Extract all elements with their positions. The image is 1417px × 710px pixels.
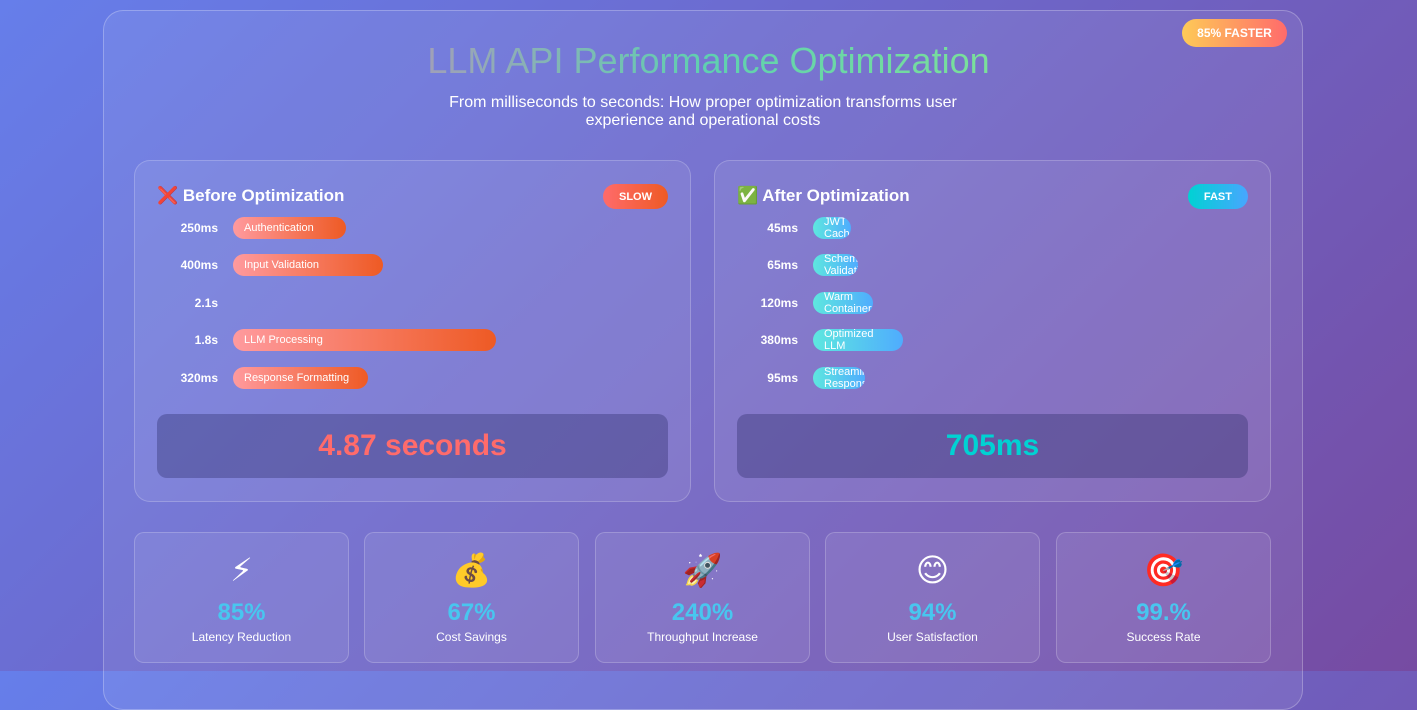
- metric-icon: 💰: [451, 551, 492, 589]
- metric-card: 💰 67% Cost Savings: [364, 532, 579, 663]
- metric-card: ⚡ 85% Latency Reduction: [134, 532, 349, 663]
- metric-label: Success Rate: [1126, 630, 1201, 644]
- timing-row: 95ms Streaming Response: [715, 367, 1270, 389]
- timing-bar: JWT Cache: [813, 217, 851, 239]
- total-time: 705ms: [737, 414, 1248, 478]
- timing-bar: Warm Container: [813, 292, 873, 314]
- subtitle: From milliseconds to seconds: How proper…: [449, 94, 957, 129]
- panel-title: ✅ After Optimization: [737, 186, 910, 205]
- timing-bar: Schema Validation: [813, 254, 858, 276]
- metric-value: 85%: [217, 599, 266, 626]
- timing-row: 320ms Response Formatting: [135, 367, 690, 389]
- timing-value: 320ms: [180, 371, 218, 385]
- metric-icon: 🚀: [682, 551, 723, 589]
- metric-icon: ⚡: [230, 551, 253, 589]
- timing-value: 120ms: [760, 296, 798, 310]
- metric-icon: 😊: [915, 551, 950, 589]
- timing-row: 380ms Optimized LLM: [715, 329, 1270, 351]
- timing-bar: Authentication: [233, 217, 346, 239]
- title-text: LLM API Performance Optimization: [427, 40, 990, 81]
- timing-row: 120ms Warm Container: [715, 292, 1270, 314]
- timing-row: 250ms Authentication: [135, 217, 690, 239]
- timing-value: 2.1s: [194, 296, 218, 310]
- timing-value: 65ms: [767, 258, 798, 272]
- metric-card: 🚀 240% Throughput Increase: [595, 532, 810, 663]
- timing-value: 45ms: [767, 221, 798, 235]
- container: [103, 10, 1303, 710]
- timing-value: 380ms: [760, 333, 798, 347]
- metric-label: Cost Savings: [436, 630, 507, 644]
- metric-label: Throughput Increase: [647, 630, 758, 644]
- panel: ❌ Before Optimization SLOW 250ms Authentica…: [134, 160, 691, 502]
- timing-row: 400ms Input Validation: [135, 254, 690, 276]
- timing-value: 95ms: [767, 371, 798, 385]
- timing-bar: Optimized LLM: [813, 329, 903, 351]
- speed-tag: SLOW: [603, 184, 668, 209]
- metric-card: 🎯 99.% Success Rate: [1056, 532, 1271, 663]
- metric-value: 240%: [671, 599, 734, 626]
- timing-row: 65ms Schema Validation: [715, 254, 1270, 276]
- timing-row: 2.1s: [135, 292, 690, 314]
- timing-value: 1.8s: [194, 333, 218, 347]
- metric-label: Latency Reduction: [191, 630, 292, 644]
- panel: ✅ After Optimization FAST 45ms JWT Cache 65m…: [714, 160, 1271, 502]
- metric-label: User Satisfaction: [887, 630, 978, 644]
- timing-row: 1.8s LLM Processing: [135, 329, 690, 351]
- timing-bar: Streaming Response: [813, 367, 865, 389]
- timing-bar: Input Validation: [233, 254, 383, 276]
- metric-card: 😊 94% User Satisfaction: [825, 532, 1040, 663]
- metric-value: 99.%: [1136, 599, 1191, 626]
- metric-value: 67%: [447, 599, 496, 626]
- speed-badge: 85% FASTER: [1182, 19, 1287, 47]
- timing-value: 400ms: [180, 258, 218, 272]
- timing-bar: Response Formatting: [233, 367, 368, 389]
- timing-row: 45ms JWT Cache: [715, 217, 1270, 239]
- total-time: 4.87 seconds: [157, 414, 668, 478]
- timing-value: 250ms: [180, 221, 218, 235]
- metric-value: 94%: [908, 599, 957, 626]
- timing-bar: LLM Processing: [233, 329, 496, 351]
- speed-tag: FAST: [1187, 184, 1248, 209]
- metric-icon: 🎯: [1143, 551, 1184, 589]
- title: LLM API Performance Optimization: [0, 38, 1417, 84]
- panel-title: ❌ Before Optimization: [157, 186, 345, 205]
